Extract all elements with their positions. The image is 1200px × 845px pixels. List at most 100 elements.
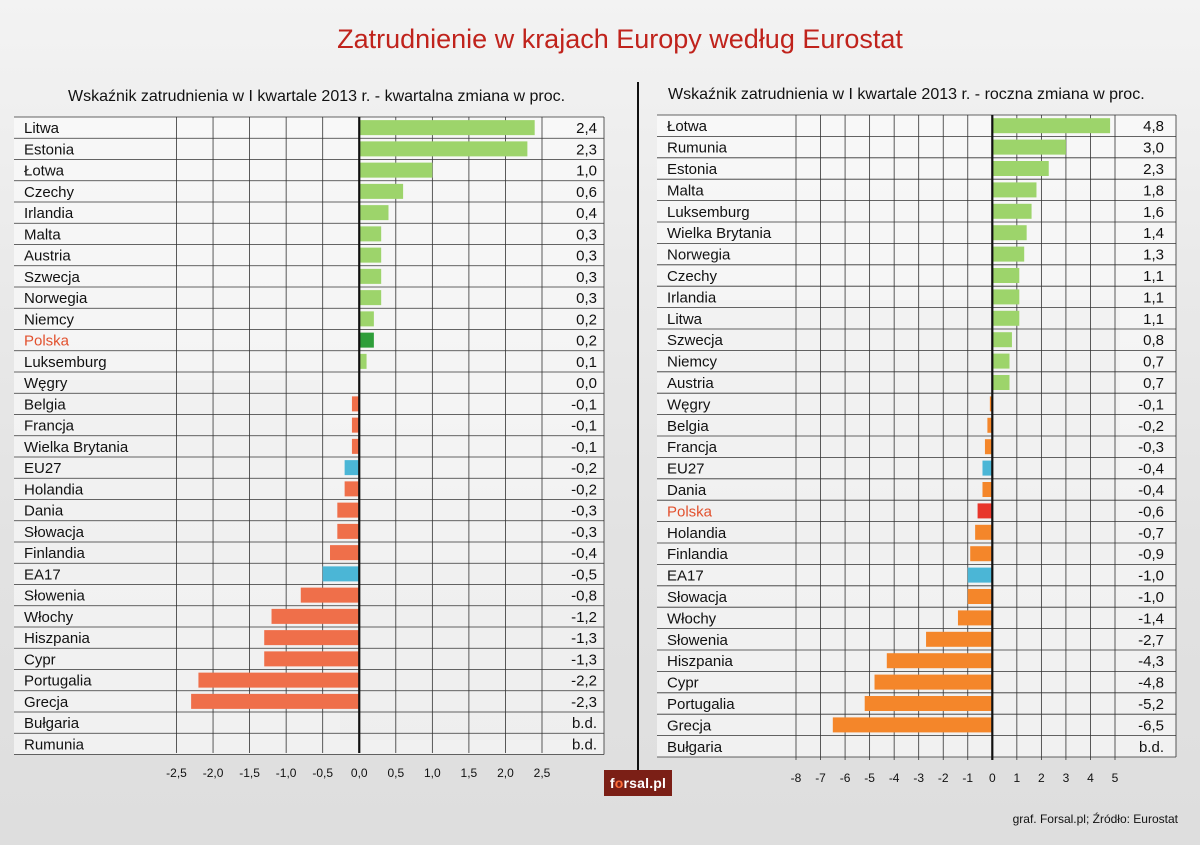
- value-label-bulgaria: b.d.: [572, 715, 597, 732]
- bar-portugalia: [864, 696, 993, 711]
- bar-grecja: [191, 693, 360, 709]
- chart-2-title: Wskaźnik zatrudnienia w I kwartale 2013 …: [668, 86, 1145, 103]
- bar-wegry: [989, 396, 993, 412]
- bar-francja: [351, 417, 360, 433]
- value-label-luksemburg: 1,6: [1143, 204, 1164, 221]
- x-tick-label: -3: [913, 771, 924, 785]
- category-label-wegry: Węgry: [667, 396, 711, 413]
- category-label-finlandia: Finlandia: [24, 545, 86, 562]
- bar-portugalia: [198, 672, 360, 688]
- bar-slowacja: [337, 523, 360, 539]
- value-label-wlochy: -1,2: [571, 609, 597, 626]
- x-tick-label: 0: [989, 771, 996, 785]
- x-tick-label: 2,5: [534, 766, 551, 780]
- chart-1-title: Wskaźnik zatrudnienia w I kwartale 2013 …: [68, 88, 566, 105]
- bar-austria: [992, 375, 1010, 390]
- value-label-wlochy: -1,4: [1138, 610, 1164, 627]
- category-label-slowacja: Słowacja: [667, 589, 728, 606]
- value-label-slowacja: -1,0: [1138, 589, 1164, 606]
- value-label-wegry: -0,1: [1138, 396, 1164, 413]
- value-label-polska: -0,6: [1138, 503, 1164, 520]
- value-label-slowenia: -2,7: [1138, 632, 1164, 649]
- value-label-irlandia: 0,4: [576, 205, 597, 222]
- value-label-austria: 0,3: [576, 248, 597, 265]
- forsal-logo: f o rsal.pl: [604, 770, 672, 796]
- bar-polska: [359, 332, 374, 348]
- bar-belgia: [987, 417, 993, 433]
- bar-dania: [337, 502, 360, 518]
- value-label-malta: 0,3: [576, 226, 597, 243]
- value-label-niemcy: 0,2: [576, 311, 597, 328]
- value-label-litwa: 1,1: [1143, 311, 1164, 328]
- bar-wielka-brytania: [992, 225, 1027, 241]
- category-label-czechy: Czechy: [24, 184, 75, 201]
- value-label-malta: 1,8: [1143, 182, 1164, 199]
- value-label-hiszpania: -4,3: [1138, 653, 1164, 670]
- value-label-cypr: -1,3: [571, 651, 597, 668]
- category-label-holandia: Holandia: [667, 525, 727, 542]
- value-label-wegry: 0,0: [576, 375, 597, 392]
- category-label-wlochy: Włochy: [667, 610, 717, 627]
- value-label-irlandia: 1,1: [1143, 289, 1164, 306]
- value-label-niemcy: 0,7: [1143, 354, 1164, 371]
- value-label-francja: -0,3: [1138, 439, 1164, 456]
- value-label-francja: -0,1: [571, 418, 597, 435]
- bar-cypr: [874, 674, 993, 690]
- value-label-szwecja: 0,3: [576, 269, 597, 286]
- bar-eu27: [344, 460, 360, 476]
- category-label-malta: Malta: [24, 226, 61, 243]
- bar-hiszpania: [264, 630, 360, 646]
- value-label-grecja: -6,5: [1138, 717, 1164, 734]
- value-label-lotwa: 4,8: [1143, 118, 1164, 135]
- category-label-slowenia: Słowenia: [24, 588, 86, 605]
- x-tick-label: 2,0: [497, 766, 514, 780]
- x-tick-label: 5: [1112, 771, 1119, 785]
- category-label-eu27: EU27: [24, 460, 62, 477]
- x-tick-label: 3: [1063, 771, 1070, 785]
- category-label-austria: Austria: [24, 248, 71, 265]
- bar-eu27: [982, 460, 993, 476]
- category-label-czechy: Czechy: [667, 268, 718, 285]
- category-label-rumunia: Rumunia: [24, 736, 85, 753]
- category-label-grecja: Grecja: [24, 694, 69, 711]
- value-label-ea17: -1,0: [1138, 568, 1164, 585]
- bar-litwa: [992, 310, 1020, 326]
- value-label-czechy: 1,1: [1143, 268, 1164, 285]
- category-label-portugalia: Portugalia: [24, 673, 92, 690]
- x-tick-label: -1,5: [239, 766, 260, 780]
- value-label-szwecja: 0,8: [1143, 332, 1164, 349]
- category-label-bulgaria: Bułgaria: [667, 739, 723, 756]
- category-label-belgia: Belgia: [24, 396, 66, 413]
- category-label-ea17: EA17: [24, 566, 61, 583]
- bar-czechy: [359, 183, 404, 199]
- x-tick-label: -2,0: [203, 766, 224, 780]
- category-label-hiszpania: Hiszpania: [667, 653, 734, 670]
- value-label-hiszpania: -1,3: [571, 630, 597, 647]
- category-label-cypr: Cypr: [667, 675, 699, 692]
- bar-dania: [982, 482, 993, 497]
- bar-lotwa: [992, 118, 1111, 134]
- value-label-belgia: -0,1: [571, 396, 597, 413]
- category-label-estonia: Estonia: [667, 161, 718, 178]
- bar-austria: [359, 247, 382, 263]
- category-label-norwegia: Norwegia: [24, 290, 88, 307]
- value-label-portugalia: -5,2: [1138, 696, 1164, 713]
- category-label-dania: Dania: [24, 503, 64, 520]
- bar-niemcy: [359, 311, 374, 327]
- value-label-litwa: 2,4: [576, 120, 597, 137]
- x-tick-label: -8: [791, 771, 802, 785]
- category-label-luksemburg: Luksemburg: [24, 354, 107, 371]
- x-tick-label: -0,5: [312, 766, 333, 780]
- bar-irlandia: [992, 289, 1020, 305]
- bar-luksemburg: [992, 203, 1032, 219]
- category-label-grecja: Grecja: [667, 717, 712, 734]
- x-tick-label: 0,0: [351, 766, 368, 780]
- category-label-szwecja: Szwecja: [24, 269, 81, 286]
- value-label-holandia: -0,7: [1138, 525, 1164, 542]
- x-tick-label: -6: [840, 771, 851, 785]
- bar-szwecja: [992, 332, 1012, 348]
- category-label-malta: Malta: [667, 182, 704, 199]
- category-label-niemcy: Niemcy: [667, 354, 718, 371]
- category-label-holandia: Holandia: [24, 481, 84, 498]
- bar-ea17: [967, 567, 993, 583]
